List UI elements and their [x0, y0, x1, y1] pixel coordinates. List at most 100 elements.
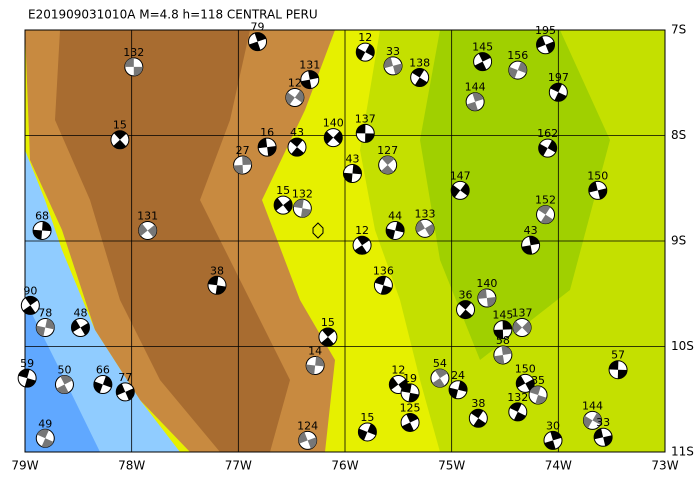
beachball	[300, 70, 320, 90]
depth-label: 57	[611, 349, 625, 362]
x-tick-label: 78W	[118, 459, 145, 473]
beachball	[410, 67, 430, 87]
beachball	[20, 295, 40, 315]
beachball	[357, 422, 377, 442]
depth-label: 50	[57, 363, 71, 376]
depth-label: 27	[236, 144, 250, 157]
compression-quadrant	[594, 428, 613, 446]
beachball	[373, 275, 393, 295]
compression-quadrant	[358, 423, 377, 441]
depth-label: 36	[459, 289, 473, 302]
compression-quadrant	[33, 221, 52, 240]
compression-quadrant	[18, 369, 36, 388]
compression-quadrant	[538, 205, 554, 224]
depth-label: 152	[535, 194, 556, 207]
depth-label: 54	[433, 357, 447, 370]
compression-quadrant	[513, 321, 532, 334]
compression-quadrant	[588, 181, 607, 200]
compression-quadrant	[493, 320, 512, 339]
depth-label: 136	[373, 264, 394, 277]
beachball	[400, 383, 420, 403]
x-tick-label: 74W	[545, 459, 572, 473]
x-tick-label: 77W	[225, 459, 252, 473]
compression-quadrant	[432, 369, 448, 388]
compression-quadrant	[550, 83, 567, 102]
beachball	[465, 92, 485, 112]
depth-label: 138	[409, 56, 430, 69]
compression-quadrant	[529, 386, 547, 405]
compression-quadrant	[124, 57, 143, 76]
compression-quadrant	[23, 296, 38, 315]
compression-quadrant	[412, 68, 428, 87]
depth-label: 144	[465, 81, 486, 94]
compression-quadrant	[116, 383, 135, 401]
beachball	[582, 410, 602, 430]
compression-quadrant	[285, 90, 304, 105]
compression-quadrant	[536, 36, 555, 54]
compression-quadrant	[470, 409, 486, 428]
compression-quadrant	[583, 412, 602, 429]
compression-quadrant	[449, 381, 468, 399]
compression-quadrant	[401, 383, 419, 402]
map-frame	[24, 29, 666, 453]
beachball	[285, 88, 305, 108]
beachball	[257, 137, 277, 157]
compression-quadrant	[474, 52, 491, 71]
depth-label: 131	[137, 209, 158, 222]
beachball	[473, 52, 493, 72]
beachball	[93, 374, 113, 394]
depth-label: 137	[355, 112, 376, 125]
depth-label: 147	[450, 169, 471, 182]
depth-label: 68	[35, 209, 49, 222]
compression-quadrant	[343, 164, 362, 183]
depth-label: 38	[471, 397, 485, 410]
compression-quadrant	[321, 327, 335, 347]
depth-label: 162	[537, 127, 558, 140]
x-tick-label: 79W	[11, 459, 38, 473]
depth-label: 79	[251, 21, 265, 34]
compression-quadrant	[381, 156, 395, 175]
depth-label: 35	[531, 374, 545, 387]
depth-label: 77	[118, 371, 132, 384]
depth-label: 195	[535, 24, 556, 37]
beachball	[385, 220, 405, 240]
depth-label: 33	[596, 416, 610, 429]
compression-quadrant	[609, 360, 628, 379]
depth-label: 150	[515, 362, 536, 375]
x-tick-label: 75W	[438, 459, 465, 473]
depth-label: 38	[210, 264, 224, 277]
depth-label: 133	[415, 207, 436, 220]
depth-label: 33	[386, 45, 400, 58]
compression-quadrant	[508, 61, 527, 79]
beachball	[515, 373, 535, 393]
depth-label: 132	[507, 391, 528, 404]
depth-label: 131	[299, 59, 320, 72]
beachball	[508, 60, 528, 80]
compression-quadrant	[138, 223, 157, 238]
beachball	[415, 218, 435, 238]
beachball	[70, 318, 90, 338]
beachball	[512, 318, 532, 338]
beachball	[273, 195, 293, 215]
depth-label: 124	[297, 419, 318, 432]
compression-quadrant	[521, 236, 540, 255]
compression-quadrant	[93, 376, 112, 393]
depth-label: 30	[546, 419, 560, 432]
y-tick-label: 8S	[671, 128, 686, 142]
beachball	[528, 385, 548, 405]
compression-quadrant	[466, 92, 484, 111]
compression-quadrant	[356, 44, 375, 61]
beachball	[521, 235, 541, 255]
depth-label: 12	[288, 77, 302, 90]
beachball	[54, 374, 74, 394]
beachball	[543, 430, 563, 450]
depth-label: 43	[524, 224, 538, 237]
depth-label: 12	[391, 363, 405, 376]
depth-label: 12	[355, 224, 369, 237]
depth-label: 58	[496, 334, 510, 347]
beachball	[207, 275, 227, 295]
compression-quadrant	[386, 221, 405, 240]
beachball	[355, 42, 375, 62]
